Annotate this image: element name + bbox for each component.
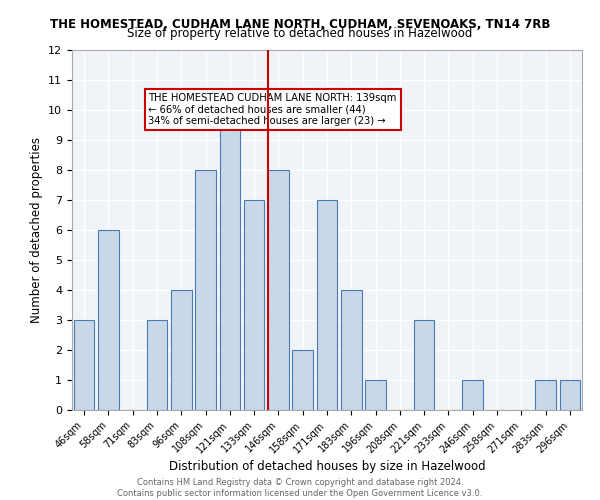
Text: Contains HM Land Registry data © Crown copyright and database right 2024.
Contai: Contains HM Land Registry data © Crown c… <box>118 478 482 498</box>
Bar <box>535 380 556 410</box>
Bar <box>341 290 362 410</box>
Bar <box>195 170 216 410</box>
Text: Size of property relative to detached houses in Hazelwood: Size of property relative to detached ho… <box>127 28 473 40</box>
Text: THE HOMESTEAD CUDHAM LANE NORTH: 139sqm
← 66% of detached houses are smaller (44: THE HOMESTEAD CUDHAM LANE NORTH: 139sqm … <box>149 93 397 126</box>
Bar <box>463 380 483 410</box>
Bar <box>98 230 119 410</box>
Bar <box>292 350 313 410</box>
Bar <box>560 380 580 410</box>
Bar <box>317 200 337 410</box>
Bar <box>171 290 191 410</box>
Bar <box>414 320 434 410</box>
Bar <box>365 380 386 410</box>
X-axis label: Distribution of detached houses by size in Hazelwood: Distribution of detached houses by size … <box>169 460 485 473</box>
Bar <box>268 170 289 410</box>
Text: THE HOMESTEAD, CUDHAM LANE NORTH, CUDHAM, SEVENOAKS, TN14 7RB: THE HOMESTEAD, CUDHAM LANE NORTH, CUDHAM… <box>50 18 550 30</box>
Bar <box>220 110 240 410</box>
Bar <box>74 320 94 410</box>
Bar <box>146 320 167 410</box>
Bar <box>244 200 265 410</box>
Y-axis label: Number of detached properties: Number of detached properties <box>29 137 43 323</box>
